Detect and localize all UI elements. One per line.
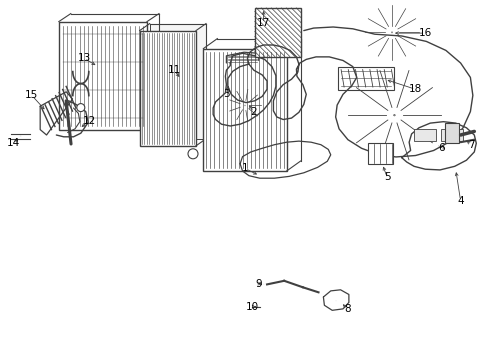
Text: 16: 16 bbox=[418, 28, 432, 38]
Text: 6: 6 bbox=[439, 143, 445, 153]
Text: 3: 3 bbox=[223, 89, 230, 99]
Circle shape bbox=[188, 149, 198, 159]
Bar bbox=[255, 8, 301, 57]
Text: 12: 12 bbox=[82, 116, 96, 126]
Bar bbox=[203, 49, 287, 171]
Text: 17: 17 bbox=[257, 18, 270, 28]
Text: 1: 1 bbox=[242, 163, 248, 174]
Bar bbox=[445, 123, 459, 143]
Text: 14: 14 bbox=[7, 138, 21, 148]
Text: 2: 2 bbox=[250, 107, 257, 117]
Text: 5: 5 bbox=[384, 172, 391, 182]
Text: 15: 15 bbox=[25, 90, 39, 100]
Circle shape bbox=[77, 104, 85, 112]
Bar bbox=[59, 22, 147, 130]
Text: 18: 18 bbox=[409, 84, 422, 94]
Text: 8: 8 bbox=[344, 304, 351, 314]
Bar bbox=[441, 129, 463, 141]
Bar bbox=[140, 31, 196, 146]
Bar bbox=[338, 67, 394, 90]
Text: 9: 9 bbox=[255, 279, 262, 289]
Text: 11: 11 bbox=[167, 65, 181, 75]
Text: 4: 4 bbox=[457, 196, 464, 206]
Bar bbox=[414, 129, 436, 141]
Text: 10: 10 bbox=[246, 302, 259, 312]
Bar bbox=[149, 24, 206, 139]
Text: 13: 13 bbox=[77, 53, 91, 63]
Text: 7: 7 bbox=[468, 140, 475, 150]
Bar bbox=[368, 143, 393, 164]
Bar bbox=[255, 8, 301, 57]
